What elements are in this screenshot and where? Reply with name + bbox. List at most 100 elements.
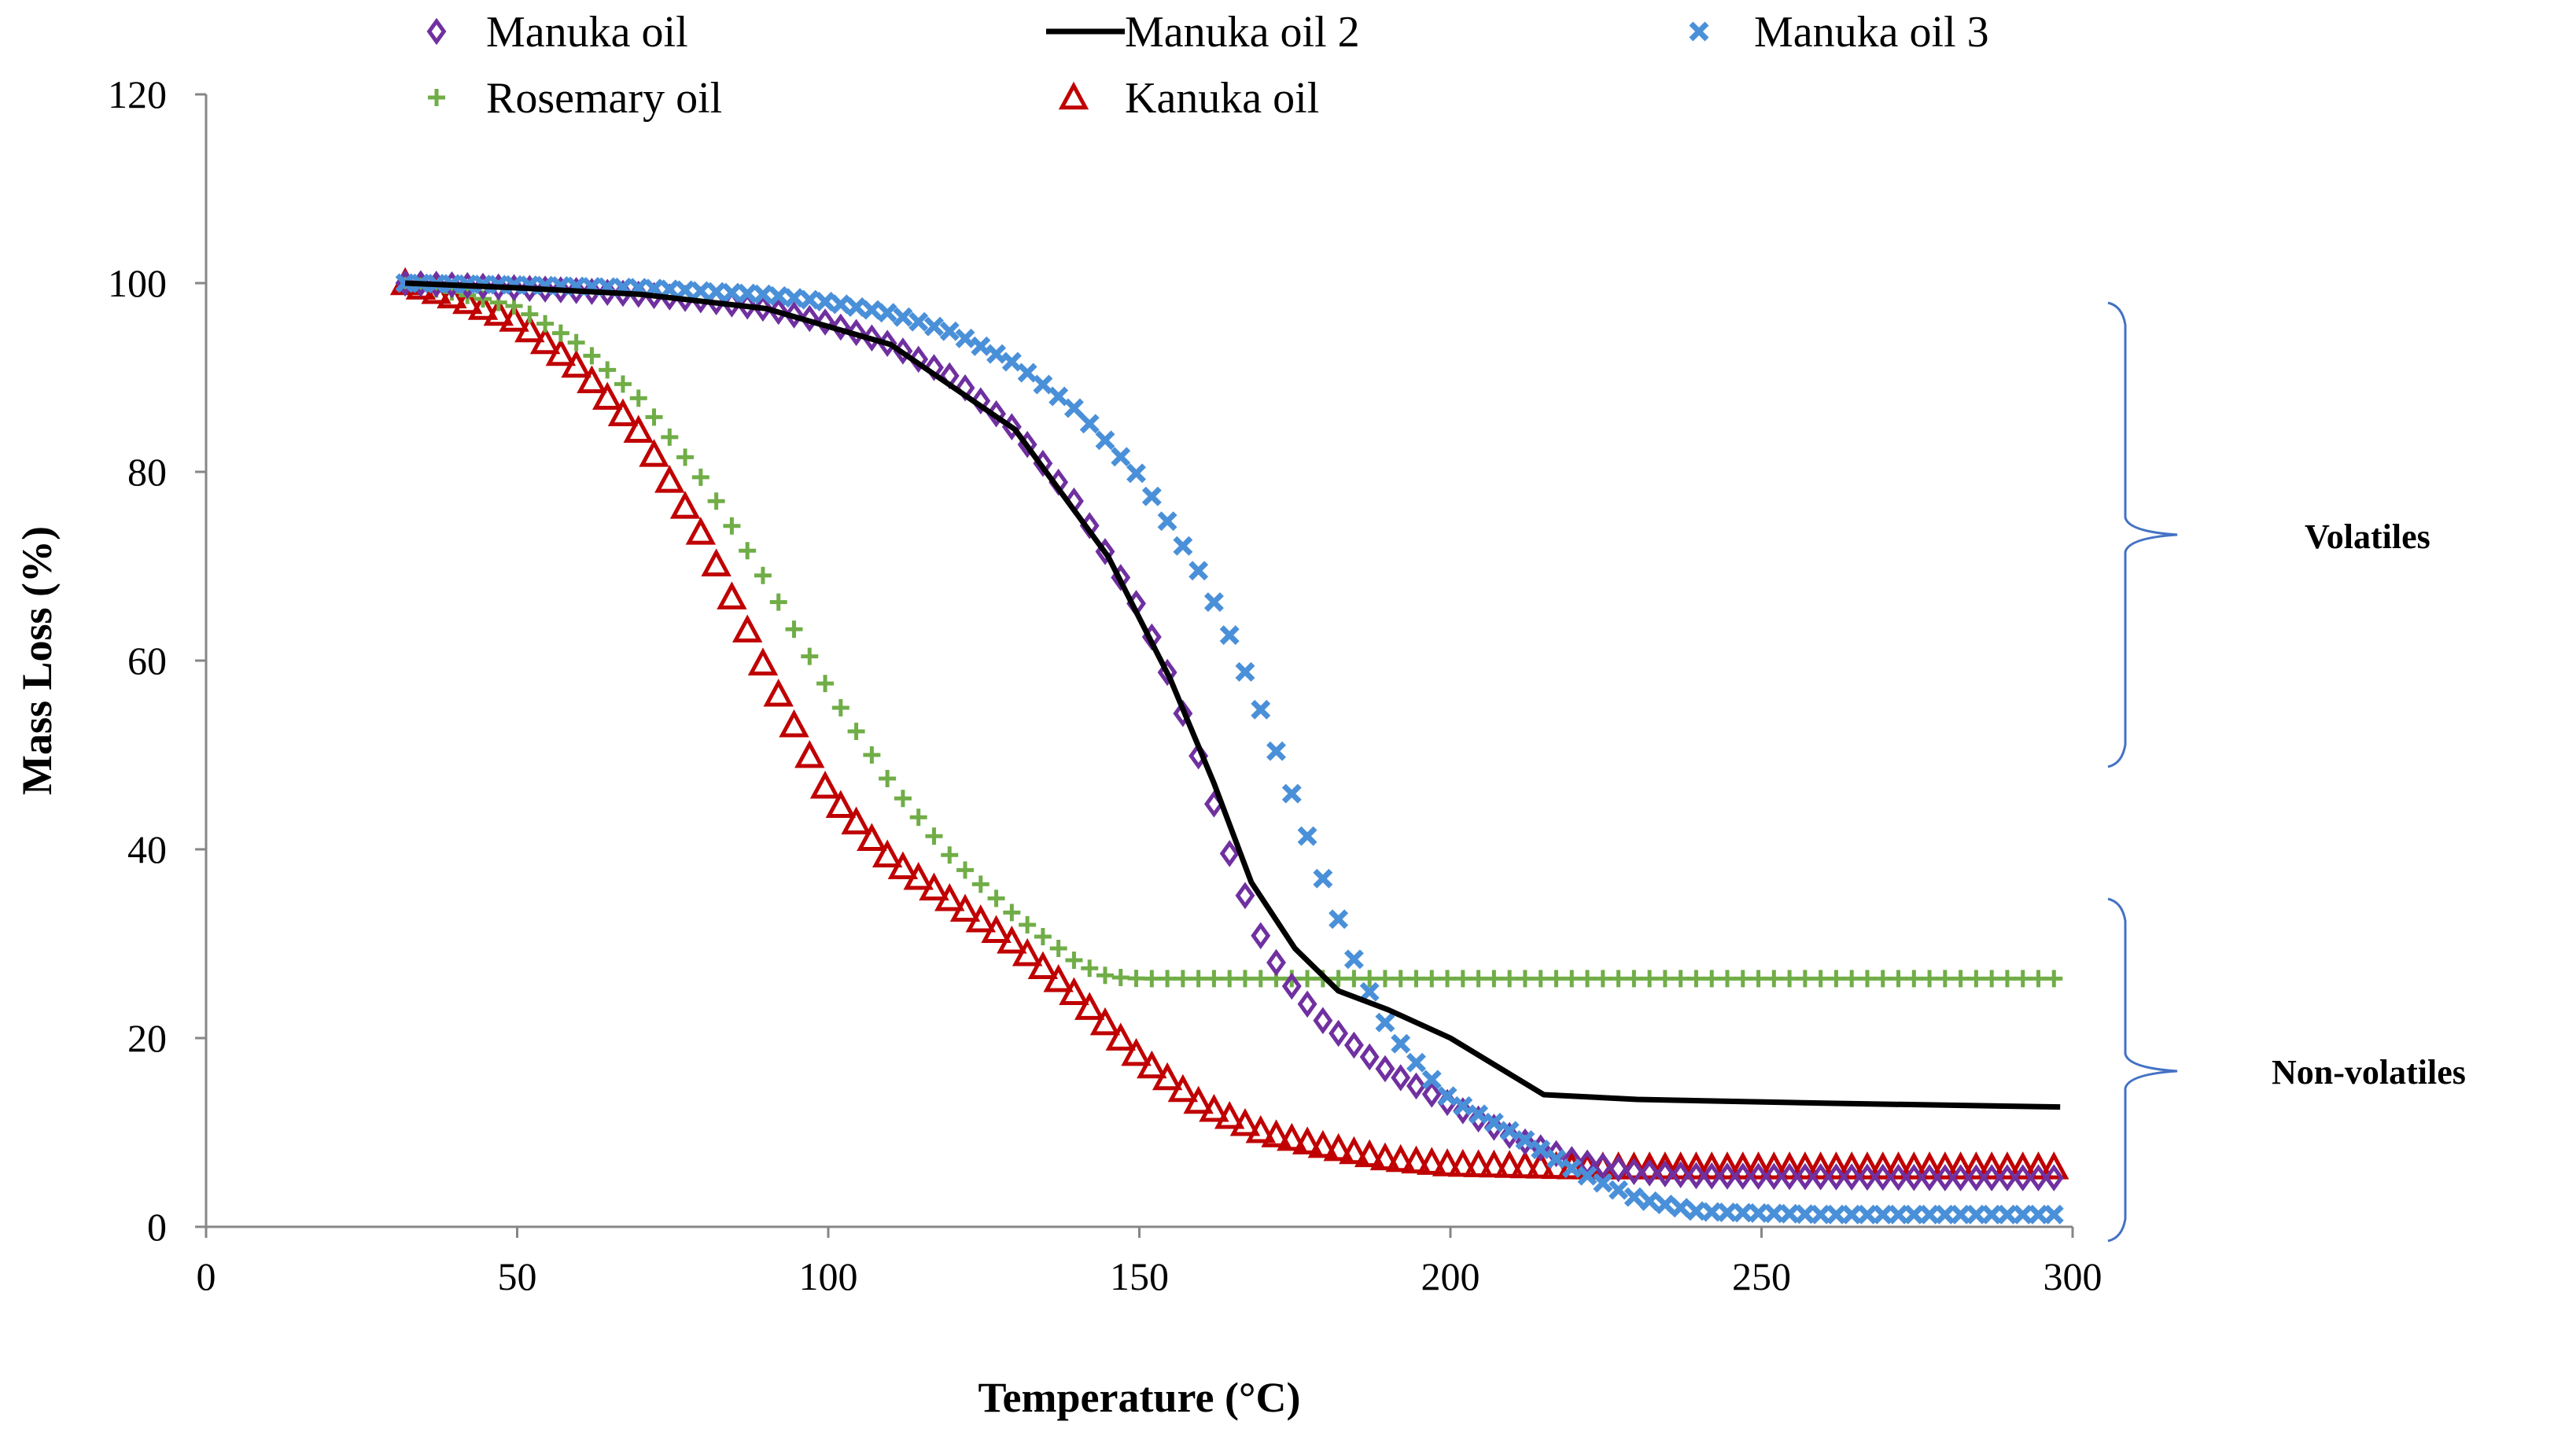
data-point (1003, 904, 1021, 922)
data-point (1998, 970, 2016, 988)
data-point (723, 517, 741, 535)
data-point (1655, 1195, 1675, 1215)
data-point (1796, 970, 1814, 988)
data-point (794, 739, 825, 768)
data-point (676, 448, 695, 466)
data-point (1981, 1204, 2002, 1224)
data-point (799, 289, 820, 310)
data-point (1329, 1019, 1349, 1048)
data-point (1121, 1037, 1152, 1066)
data-point (1299, 970, 1317, 988)
data-point (924, 354, 944, 381)
data-point (545, 337, 577, 366)
data-point (1219, 840, 1240, 867)
data-point (2029, 970, 2047, 988)
data-point (1883, 1151, 1914, 1180)
data-point (831, 313, 851, 341)
data-point (717, 581, 747, 609)
x-tick-label: 150 (1110, 1254, 1169, 1298)
data-point (1821, 1151, 1852, 1180)
data-point (2043, 1164, 2064, 1191)
data-point (1323, 1132, 1354, 1162)
data-point (1852, 1151, 1883, 1180)
legend-label: Manuka oil (486, 8, 688, 57)
data-point (831, 699, 849, 716)
data-point (592, 381, 623, 411)
x-tick-label: 250 (1732, 1254, 1791, 1298)
data-point (971, 336, 991, 356)
data-point (1981, 1164, 2002, 1191)
data-point (971, 387, 991, 414)
data-point (1105, 1022, 1136, 1051)
data-point (965, 904, 996, 933)
data-point (691, 281, 711, 301)
data-point (1479, 1149, 1509, 1178)
legend-entry: Manuka oil 2 (1046, 8, 1360, 57)
data-point (894, 790, 912, 808)
data-point (1935, 1164, 1955, 1191)
legend-swatch (1058, 81, 1089, 110)
data-point (753, 284, 773, 304)
data-point (1167, 1073, 1199, 1103)
data-point (1159, 970, 1177, 988)
data-point (1686, 1201, 1706, 1221)
data-point (1043, 963, 1074, 992)
data-point (1141, 486, 1162, 506)
data-point (1976, 1151, 2007, 1180)
data-point (1266, 741, 1286, 761)
data-point (1919, 1204, 1940, 1224)
x-tick-label: 300 (2043, 1254, 2102, 1298)
data-point (925, 827, 943, 845)
data-point (1903, 1163, 1924, 1191)
data-point (1997, 1204, 2018, 1224)
data-point (701, 548, 732, 576)
data-point (1634, 1151, 1665, 1180)
data-point (809, 770, 841, 799)
data-point (909, 808, 927, 827)
data-point (919, 872, 949, 901)
data-point (893, 307, 913, 327)
y-tick-label: 80 (127, 450, 167, 494)
data-point (1905, 970, 1923, 988)
data-point (1671, 1198, 1691, 1218)
data-point (1089, 1007, 1121, 1036)
data-point (1686, 1162, 1706, 1190)
data-point (763, 678, 794, 707)
data-point (2007, 1151, 2038, 1180)
data-point (2023, 1151, 2054, 1180)
data-point (1027, 951, 1059, 979)
data-point (1313, 1007, 1333, 1035)
data-point (1245, 1114, 1276, 1143)
data-point (1889, 970, 1907, 988)
data-point (1012, 937, 1043, 967)
data-point (1609, 1180, 1629, 1200)
y-tick-label: 100 (108, 261, 167, 305)
data-point (1203, 592, 1224, 613)
data-point (675, 280, 695, 300)
data-point (768, 285, 789, 306)
data-point (1951, 970, 1970, 988)
data-point (956, 861, 975, 879)
data-point (483, 297, 514, 326)
data-point (1531, 1140, 1551, 1160)
data-point (1229, 1107, 1261, 1136)
data-point (1391, 970, 1410, 988)
data-point (1359, 981, 1380, 1002)
data-point (1951, 1164, 1971, 1191)
data-point (934, 883, 965, 911)
non-volatiles-bracket (2107, 897, 2178, 1243)
data-point (1421, 1070, 1442, 1090)
data-point (691, 468, 709, 486)
data-point (1183, 1085, 1214, 1114)
data-point (1081, 959, 1099, 978)
data-point (1967, 970, 1985, 988)
data-point (1059, 977, 1089, 1005)
data-point (1951, 1204, 1971, 1224)
data-point (1034, 928, 1052, 945)
data-point (1188, 561, 1209, 581)
data-point (1795, 1204, 1815, 1224)
data-point (857, 823, 887, 852)
data-point (1509, 1150, 1541, 1179)
data-point (1899, 1151, 1929, 1180)
